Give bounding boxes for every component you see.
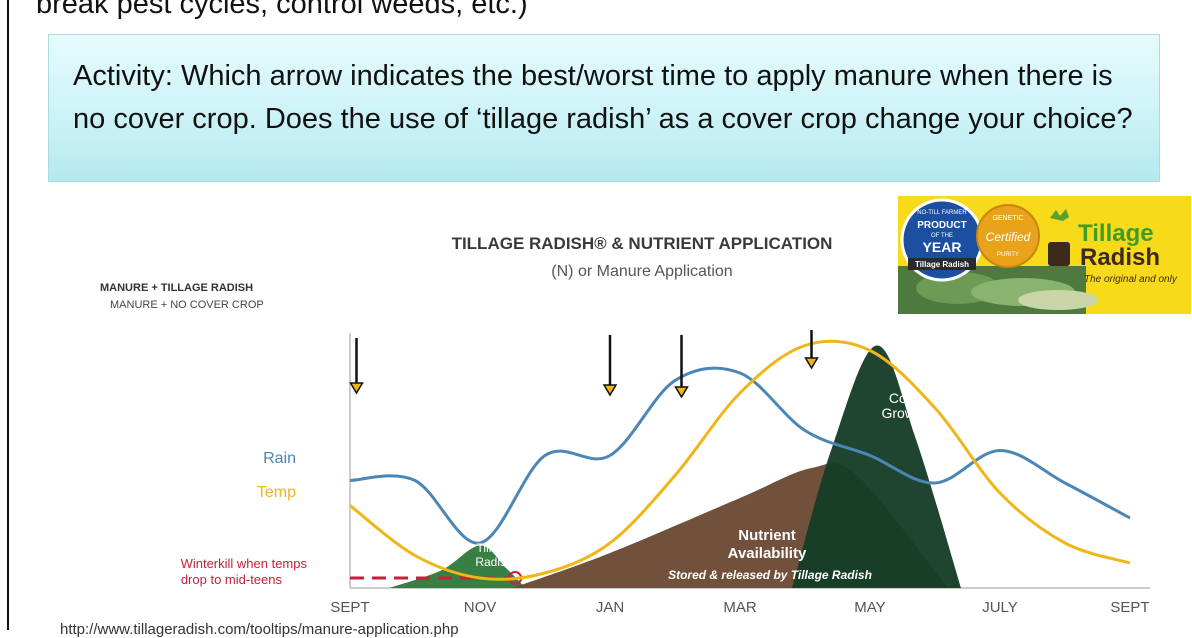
seal-top: GENETIC (992, 215, 1023, 222)
badge-graphic: NO-TILL FARMER PRODUCT OF THE YEAR Tilla… (898, 196, 1191, 314)
x-tick-1: NOV (464, 599, 497, 616)
nutrient-label-line1: Nutrient (738, 527, 796, 544)
brand-line1: Tillage (1078, 220, 1154, 247)
slide-left-border (7, 0, 9, 630)
badge-product: PRODUCT (917, 220, 966, 231)
tillage-radish-label-line2: Radish (475, 555, 512, 569)
x-tick-6: SEPT (1110, 599, 1149, 616)
winterkill-label-line1: Winterkill when temps (181, 556, 308, 571)
winterkill-label-line2: drop to mid-teens (181, 572, 283, 587)
chart-title: TILLAGE RADISH® & NUTRIENT APPLICATION (452, 234, 833, 253)
application-arrow-head-2 (674, 386, 689, 399)
badge-year: YEAR (923, 239, 962, 255)
x-tick-3: MAR (723, 599, 757, 616)
activity-box: Activity: Which arrow indicates the best… (48, 34, 1160, 182)
temp-line (349, 339, 1131, 581)
corn-growth-area (792, 345, 961, 588)
nutrient-label-line2: Availability (728, 545, 807, 562)
x-tick-5: JULY (982, 599, 1018, 616)
badge-ribbon: NO-TILL FARMER (917, 210, 967, 216)
temp-series-label: Temp (257, 484, 296, 501)
x-tick-4: MAY (854, 599, 885, 616)
certified-seal-icon (976, 204, 1040, 268)
badge-of-the: OF THE (931, 233, 953, 239)
plot-area: SEPT NOV JAN MAR MAY JULY SEPT (330, 330, 1150, 616)
rain-line (349, 366, 1131, 545)
seal-bottom: PURITY (997, 252, 1019, 258)
tillage-radish-badge: NO-TILL FARMER PRODUCT OF THE YEAR Tilla… (898, 196, 1191, 314)
radish-logo-icon (1048, 209, 1070, 266)
x-tick-2: JAN (596, 599, 624, 616)
corn-growth-label-line1: Corn (889, 390, 919, 406)
activity-question: Activity: Which arrow indicates the best… (73, 60, 1133, 135)
application-arrow-head-0 (349, 382, 364, 395)
slide-top-text: break pest cycles, control weeds, etc.) (36, 0, 528, 20)
brand-line2: Radish (1080, 244, 1160, 271)
tillage-radish-label-line1: Tillage (477, 541, 512, 555)
application-arrow-head-3 (804, 357, 819, 370)
corn-growth-label-line2: Growth (881, 405, 926, 421)
x-tick-0: SEPT (330, 599, 369, 616)
application-arrow-head-1 (602, 384, 618, 397)
nutrient-label-sub: Stored & released by Tillage Radish (668, 568, 872, 582)
brand-tagline: The original and only (1084, 274, 1178, 285)
seal-mid: Certified (986, 230, 1031, 244)
rain-series-label: Rain (263, 450, 296, 467)
legend-manure-no-cover-crop: MANURE + NO COVER CROP (110, 299, 264, 311)
chart-subtitle: (N) or Manure Application (551, 263, 732, 280)
badge-tillage-radish: Tillage Radish (915, 260, 969, 269)
legend-manure-tillage-radish: MANURE + TILLAGE RADISH (100, 282, 253, 294)
